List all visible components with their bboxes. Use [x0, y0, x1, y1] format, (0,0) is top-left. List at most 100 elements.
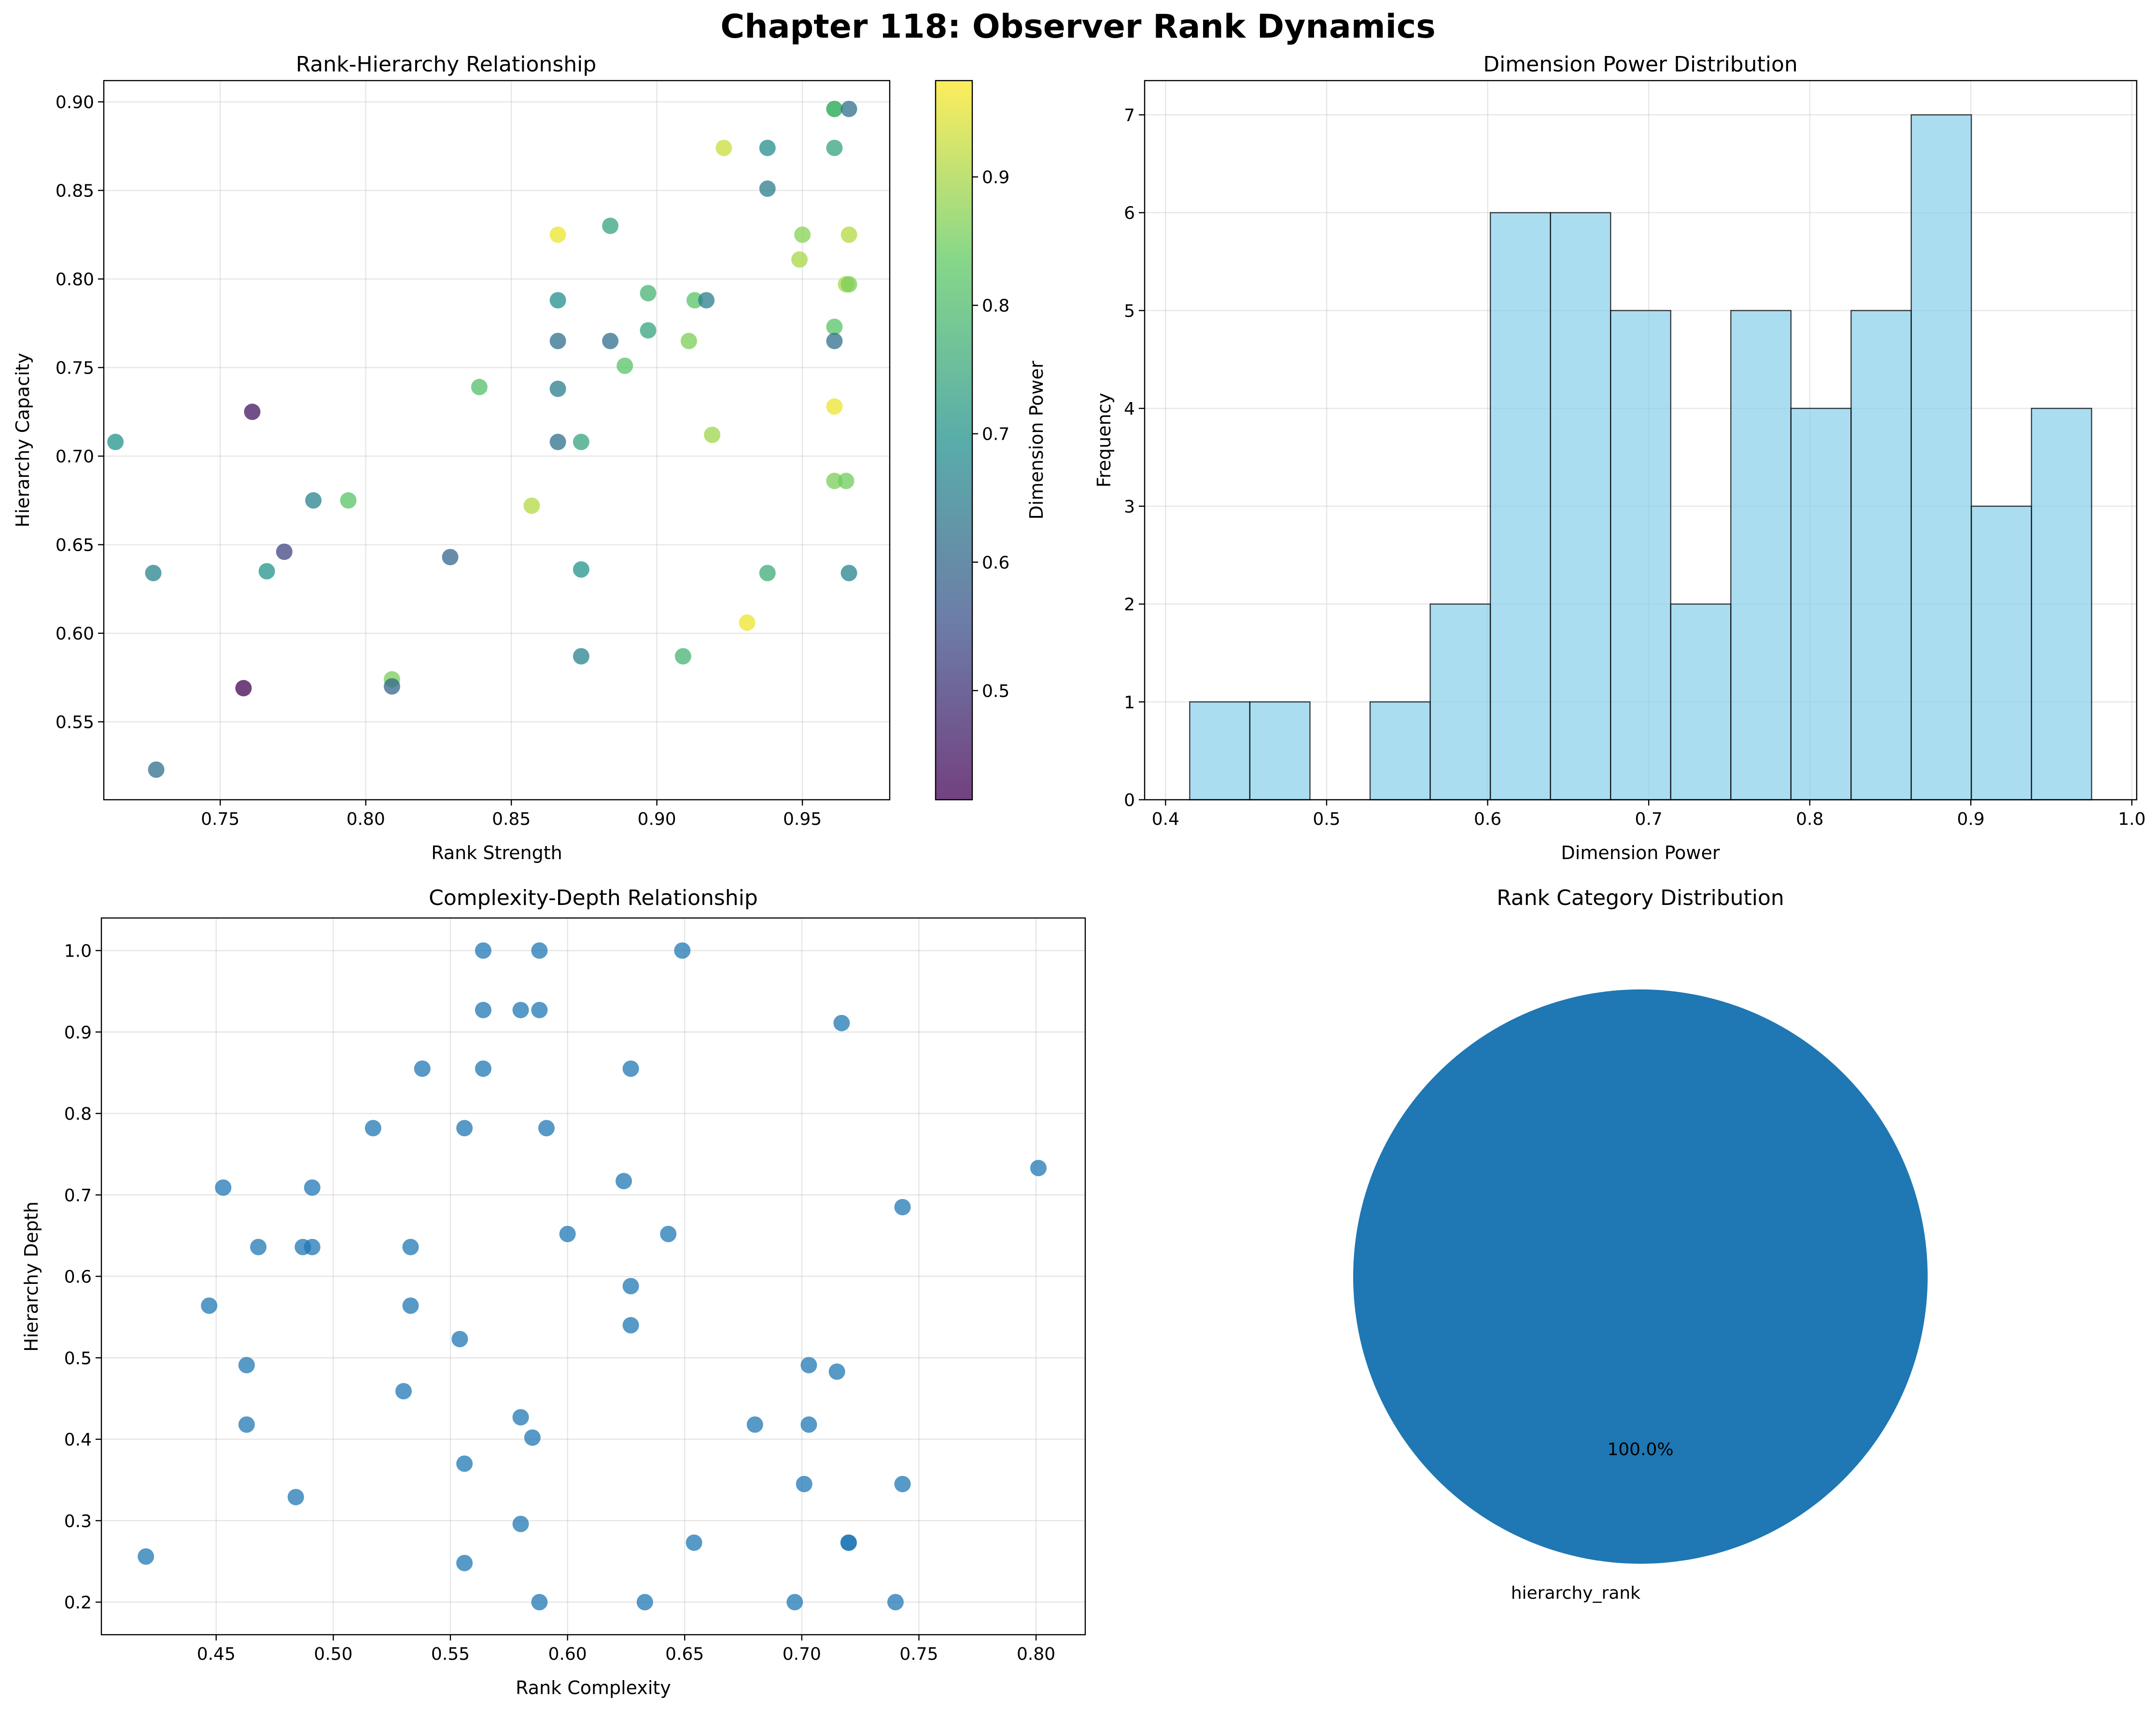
- y-tick-label: 0.4: [64, 1430, 92, 1450]
- x-tick-label: 0.95: [783, 809, 822, 829]
- scatter-point: [395, 1383, 412, 1400]
- x-tick-label: 0.80: [1017, 1644, 1055, 1664]
- scatter-point: [456, 1555, 473, 1571]
- y-tick-label: 1.0: [64, 942, 92, 961]
- scatter-point: [340, 492, 357, 509]
- x-tick-label: 1.0: [2118, 809, 2145, 829]
- scatter-point: [238, 1416, 255, 1433]
- scatter-point: [538, 1120, 555, 1137]
- scatter-point: [800, 1416, 817, 1433]
- scatter-point: [276, 543, 293, 560]
- scatter-point: [640, 285, 657, 302]
- plot-frame: [1144, 80, 2138, 801]
- y-tick-label: 0.5: [64, 1349, 92, 1368]
- histogram-bar: [1790, 407, 1852, 801]
- scatter-point: [512, 1001, 529, 1018]
- y-tick-label: 0.3: [64, 1512, 92, 1531]
- x-tick-label: 0.60: [548, 1644, 587, 1664]
- scatter-point: [238, 1357, 255, 1374]
- histogram-bar: [1910, 114, 1972, 801]
- histogram-bar: [1850, 310, 1912, 801]
- y-tick-label: 0.2: [64, 1593, 92, 1613]
- colorbar-tick-label: 0.9: [982, 168, 1009, 188]
- scatter-point: [828, 1363, 845, 1380]
- colorbar-label: Dimension Power: [1026, 361, 1047, 519]
- scatter-point: [833, 1015, 850, 1031]
- y-tick-label: 0.80: [56, 270, 94, 290]
- colorbar-tick-label: 0.8: [982, 296, 1009, 316]
- scatter-point: [840, 226, 857, 243]
- scatter-point: [826, 473, 843, 489]
- x-tick-label: 0.55: [431, 1644, 470, 1664]
- scatter-point: [786, 1594, 803, 1611]
- x-tick-label: 0.5: [1313, 809, 1340, 829]
- scatter-point: [414, 1060, 431, 1077]
- scatter-point: [304, 1238, 321, 1255]
- colorbar-tick-label: 0.6: [982, 553, 1009, 573]
- scatter-point: [148, 761, 165, 778]
- scatter-point: [451, 1331, 468, 1348]
- panel-title: Rank Category Distribution: [1497, 886, 1784, 910]
- scatter-point: [442, 549, 459, 566]
- scatter-point: [549, 226, 566, 243]
- scatter-point: [640, 322, 657, 339]
- scatter-point: [471, 378, 488, 395]
- colorbar-tick-label: 0.7: [982, 425, 1009, 445]
- scatter-point: [602, 333, 619, 349]
- scatter-point: [838, 473, 854, 489]
- x-tick-label: 0.4: [1152, 809, 1179, 829]
- scatter-point: [402, 1297, 419, 1314]
- scatter-point: [559, 1225, 576, 1242]
- scatter-point: [840, 100, 857, 117]
- scatter-point: [894, 1475, 911, 1492]
- y-axis-label: Frequency: [1093, 393, 1115, 487]
- scatter-point: [383, 678, 400, 695]
- scatter-point: [475, 1060, 491, 1077]
- scatter-point: [759, 139, 776, 156]
- scatter-point: [715, 139, 732, 156]
- x-axis-label: Dimension Power: [1561, 842, 1720, 863]
- y-tick-label: 0.9: [64, 1023, 92, 1043]
- scatter-point: [616, 357, 633, 374]
- scatter-point: [796, 1475, 812, 1492]
- scatter-point: [826, 319, 843, 335]
- scatter-point: [826, 398, 843, 415]
- y-tick-label: 5: [1124, 301, 1135, 321]
- scatter-point: [573, 648, 589, 665]
- x-axis-label: Rank Complexity: [516, 1677, 671, 1698]
- colorbar: 0.5 0.6 0.7 0.8 0.9 Dimension Power: [935, 80, 1047, 801]
- y-tick-label: 0.8: [64, 1104, 92, 1124]
- y-tick-label: 0.7: [64, 1186, 92, 1206]
- x-tick-label: 0.75: [201, 809, 239, 829]
- scatter-point: [622, 1060, 639, 1077]
- scatter-point: [759, 565, 776, 582]
- histogram-bar: [2030, 407, 2092, 801]
- colorbar-gradient: [936, 81, 972, 800]
- scatter-point: [304, 1179, 321, 1196]
- scatter-point: [622, 1317, 639, 1334]
- colorbar-tick-label: 0.5: [982, 681, 1009, 701]
- y-axis-label: Hierarchy Depth: [21, 1201, 42, 1352]
- scatter-point: [660, 1225, 677, 1242]
- scatter-point: [887, 1594, 904, 1611]
- plot-frame: [100, 917, 1086, 1636]
- scatter-point: [512, 1515, 529, 1532]
- y-tick-label: 0.75: [56, 359, 94, 378]
- scatter-point: [549, 433, 566, 450]
- histogram-bar: [1489, 212, 1551, 801]
- scatter-point: [512, 1409, 529, 1426]
- scatter-point: [636, 1594, 653, 1611]
- scatter-point: [145, 565, 162, 582]
- scatter-point: [549, 333, 566, 349]
- dimension-power-panel: Dimension Power Distribution 0.4 0.5 0.6 0.…: [1093, 52, 2146, 863]
- y-tick-label: 0.65: [56, 536, 94, 556]
- x-tick-label: 0.65: [665, 1644, 704, 1664]
- scatter-point: [531, 1594, 548, 1611]
- histogram-bar: [1429, 603, 1491, 801]
- scatter-point: [549, 380, 566, 397]
- scatter-point: [686, 1534, 702, 1551]
- scatter-point: [287, 1488, 304, 1505]
- panel-title: Dimension Power Distribution: [1483, 52, 1798, 77]
- scatter-point: [305, 492, 322, 509]
